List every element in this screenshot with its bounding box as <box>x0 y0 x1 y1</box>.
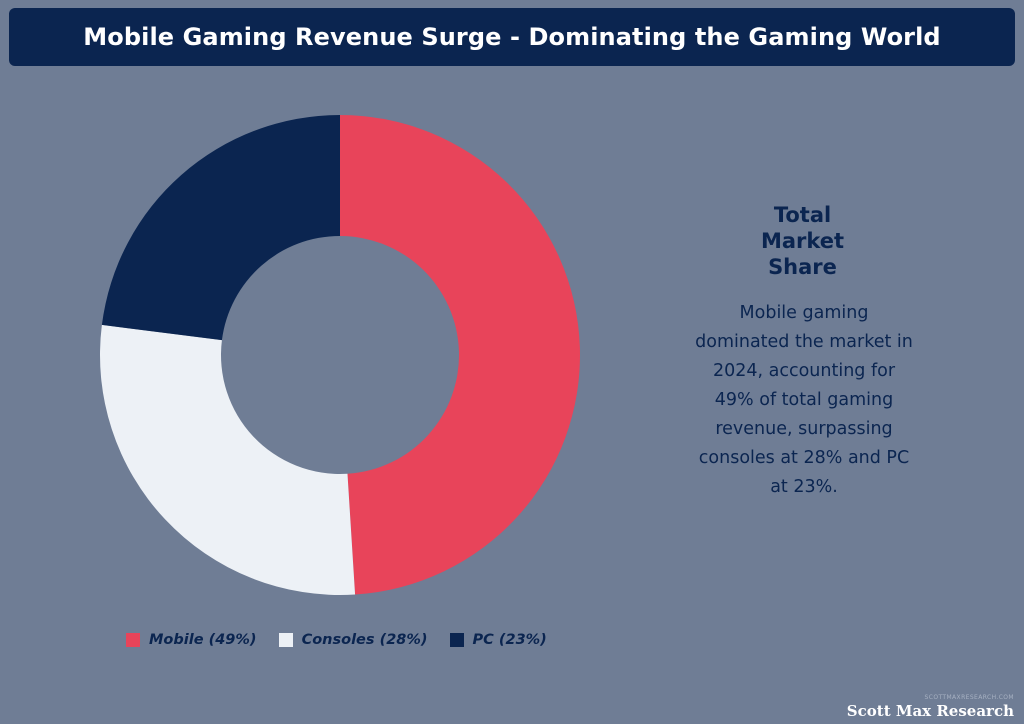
watermark-brand: Scott Max Research <box>846 702 1014 720</box>
legend-swatch-pc <box>449 633 464 647</box>
side-heading-line: Share <box>768 255 837 279</box>
watermark: scottmaxresearch.com Scott Max Research <box>847 694 1014 720</box>
chart-title: Mobile Gaming Revenue Surge - Dominating… <box>83 23 941 51</box>
donut-slice-mobile <box>340 115 581 595</box>
chart-legend: Mobile (49%) Consoles (28%) PC (23%) <box>126 632 569 648</box>
side-description: Mobile gaming dominated the market in 20… <box>670 299 938 502</box>
side-description-line: dominated the market in <box>695 332 913 352</box>
legend-label-consoles: Consoles (28%) <box>301 632 428 648</box>
side-heading-line: Total <box>773 203 832 227</box>
side-description-line: Mobile gaming <box>739 303 869 323</box>
side-heading-line: Market <box>760 229 845 253</box>
legend-swatch-consoles <box>278 633 293 647</box>
legend-label-pc: PC (23%) <box>472 632 547 648</box>
legend-label-mobile: Mobile (49%) <box>149 632 257 648</box>
legend-item-mobile: Mobile (49%) <box>126 632 257 648</box>
side-description-line: revenue, surpassing <box>715 419 893 439</box>
side-heading: Total Market Share <box>700 202 905 280</box>
side-description-line: 2024, accounting for <box>712 361 896 381</box>
legend-swatch-mobile <box>126 633 140 647</box>
donut-slice-pc <box>101 115 340 341</box>
side-description-line: consoles at 28% and PC <box>698 448 910 468</box>
donut-slice-consoles <box>99 324 356 596</box>
watermark-caption: scottmaxresearch.com <box>924 694 1014 701</box>
title-bar: Mobile Gaming Revenue Surge - Dominating… <box>9 8 1015 66</box>
side-description-line: at 23%. <box>770 477 838 497</box>
donut-chart <box>99 115 581 596</box>
legend-item-consoles: Consoles (28%) <box>278 632 428 648</box>
side-description-line: 49% of total gaming <box>714 390 894 410</box>
legend-item-pc: PC (23%) <box>449 632 547 648</box>
